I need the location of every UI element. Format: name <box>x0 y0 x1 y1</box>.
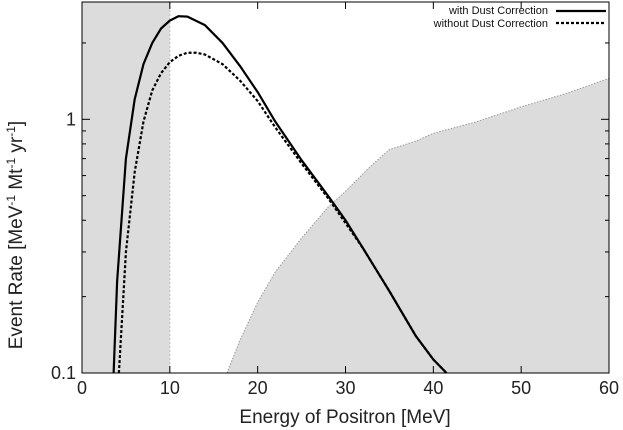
x-tick-label: 0 <box>77 378 87 398</box>
x-tick-label: 60 <box>599 378 619 398</box>
x-tick-label: 30 <box>335 378 355 398</box>
series-line-without-dust <box>117 51 448 374</box>
x-tick-label: 20 <box>248 378 268 398</box>
tick-marks <box>81 2 610 374</box>
tick-labels: 0 10 20 30 40 50 60 0.1 1 <box>51 109 619 398</box>
legend-label-with-dust: with Dust Correction <box>448 5 548 17</box>
legend: with Dust Correction without Dust Correc… <box>433 5 606 30</box>
y-axis-title: Event Rate [MeV-1 Mt-1 yr-1] <box>4 121 27 349</box>
x-axis-title: Energy of Positron [MeV] <box>239 407 450 428</box>
y-tick-label: 1 <box>66 109 76 129</box>
shaded-regions <box>82 2 610 374</box>
shaded-region-background <box>226 78 610 373</box>
shaded-region-low-energy <box>82 2 170 373</box>
legend-label-without-dust: without Dust Correction <box>433 18 548 30</box>
series-lines <box>112 15 448 374</box>
shaded-region-background-edge <box>226 77 610 374</box>
y-tick-label: 0.1 <box>51 363 76 383</box>
x-tick-label: 10 <box>160 378 180 398</box>
x-tick-label: 50 <box>511 378 531 398</box>
x-tick-label: 40 <box>423 378 443 398</box>
